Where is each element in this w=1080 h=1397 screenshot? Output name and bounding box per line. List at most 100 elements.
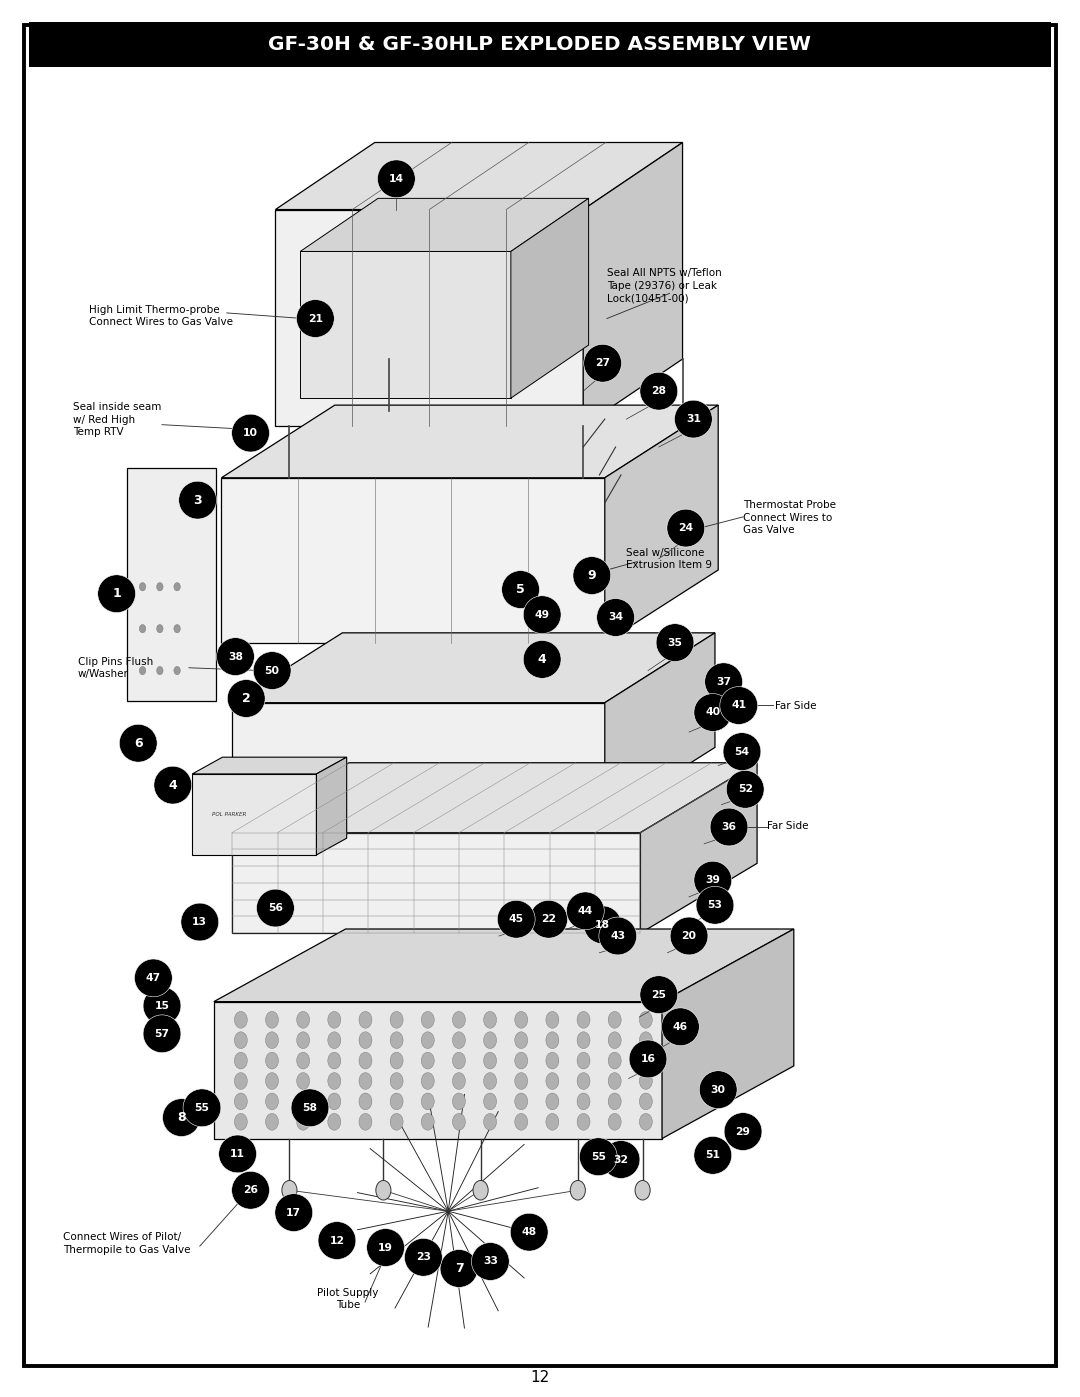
Circle shape [545, 1011, 558, 1028]
Circle shape [359, 1011, 372, 1028]
Circle shape [515, 1032, 528, 1049]
Ellipse shape [501, 570, 539, 609]
Text: Far Side: Far Side [767, 821, 808, 831]
Ellipse shape [231, 414, 270, 453]
Polygon shape [232, 703, 605, 817]
Ellipse shape [275, 1193, 313, 1232]
Text: 48: 48 [522, 1227, 537, 1238]
Circle shape [639, 1113, 652, 1130]
Ellipse shape [292, 1088, 328, 1127]
Text: 25: 25 [651, 989, 666, 1000]
Text: 54: 54 [734, 746, 750, 757]
Circle shape [515, 1073, 528, 1090]
Ellipse shape [511, 1213, 549, 1252]
Polygon shape [640, 763, 757, 933]
Ellipse shape [694, 693, 732, 732]
Circle shape [608, 1032, 621, 1049]
Circle shape [577, 1011, 590, 1028]
Circle shape [234, 1011, 247, 1028]
Text: Pilot Supply
Tube: Pilot Supply Tube [318, 1288, 378, 1310]
Circle shape [359, 1032, 372, 1049]
Text: POL PARKER: POL PARKER [213, 812, 246, 817]
Text: 27: 27 [595, 358, 610, 369]
Text: Seal All NPTS w/Teflon
Tape (29376) or Leak
Lock(10451-00): Seal All NPTS w/Teflon Tape (29376) or L… [607, 268, 721, 303]
Polygon shape [127, 468, 216, 701]
Circle shape [174, 583, 180, 591]
Circle shape [328, 1032, 341, 1049]
Text: 5: 5 [516, 583, 525, 597]
Ellipse shape [580, 1137, 618, 1176]
Circle shape [421, 1113, 434, 1130]
Text: 46: 46 [673, 1021, 688, 1032]
Polygon shape [221, 405, 718, 478]
Circle shape [234, 1092, 247, 1109]
Polygon shape [605, 633, 715, 817]
Polygon shape [221, 478, 605, 643]
Ellipse shape [602, 1140, 639, 1179]
Circle shape [570, 1180, 585, 1200]
Text: 23: 23 [416, 1252, 431, 1263]
Circle shape [297, 1113, 310, 1130]
Polygon shape [605, 405, 718, 643]
Ellipse shape [378, 159, 415, 198]
Text: 7: 7 [455, 1261, 463, 1275]
Text: 41: 41 [731, 700, 746, 711]
Text: 31: 31 [686, 414, 701, 425]
Ellipse shape [598, 916, 637, 956]
Ellipse shape [639, 372, 678, 411]
Circle shape [359, 1092, 372, 1109]
Circle shape [234, 1073, 247, 1090]
Polygon shape [275, 142, 683, 210]
Circle shape [328, 1052, 341, 1069]
Circle shape [359, 1113, 372, 1130]
Circle shape [328, 1073, 341, 1090]
Ellipse shape [497, 900, 536, 939]
Circle shape [266, 1011, 279, 1028]
Circle shape [359, 1073, 372, 1090]
Text: 52: 52 [738, 784, 753, 795]
Polygon shape [300, 251, 511, 398]
Circle shape [421, 1092, 434, 1109]
Polygon shape [214, 929, 794, 1002]
Circle shape [157, 624, 163, 633]
Ellipse shape [257, 888, 294, 928]
Text: Clip Pins Flush
w/Washer: Clip Pins Flush w/Washer [78, 657, 153, 679]
Text: 21: 21 [308, 313, 323, 324]
Ellipse shape [694, 861, 732, 900]
Circle shape [545, 1052, 558, 1069]
Ellipse shape [573, 556, 611, 595]
Ellipse shape [711, 807, 747, 847]
Text: 16: 16 [640, 1053, 656, 1065]
Circle shape [157, 583, 163, 591]
Ellipse shape [405, 1238, 443, 1277]
Circle shape [390, 1092, 403, 1109]
Polygon shape [232, 833, 640, 933]
Text: 4: 4 [168, 778, 177, 792]
Text: 26: 26 [243, 1185, 258, 1196]
Text: Far Side: Far Side [775, 701, 816, 711]
Circle shape [484, 1092, 497, 1109]
Text: 45: 45 [509, 914, 524, 925]
Circle shape [390, 1052, 403, 1069]
Circle shape [297, 1032, 310, 1049]
Text: 4: 4 [538, 652, 546, 666]
Circle shape [266, 1052, 279, 1069]
Text: 30: 30 [711, 1084, 726, 1095]
Circle shape [515, 1052, 528, 1069]
Circle shape [328, 1113, 341, 1130]
Ellipse shape [162, 1098, 201, 1137]
Ellipse shape [181, 902, 219, 942]
Text: 24: 24 [678, 522, 693, 534]
Circle shape [608, 1092, 621, 1109]
Circle shape [266, 1092, 279, 1109]
Ellipse shape [319, 1221, 355, 1260]
Text: 10: 10 [243, 427, 258, 439]
Circle shape [174, 666, 180, 675]
Ellipse shape [296, 299, 334, 338]
Text: 33: 33 [483, 1256, 498, 1267]
Text: 57: 57 [154, 1028, 170, 1039]
Circle shape [639, 1052, 652, 1069]
Polygon shape [214, 1002, 662, 1139]
Text: 32: 32 [613, 1154, 629, 1165]
Circle shape [639, 1032, 652, 1049]
